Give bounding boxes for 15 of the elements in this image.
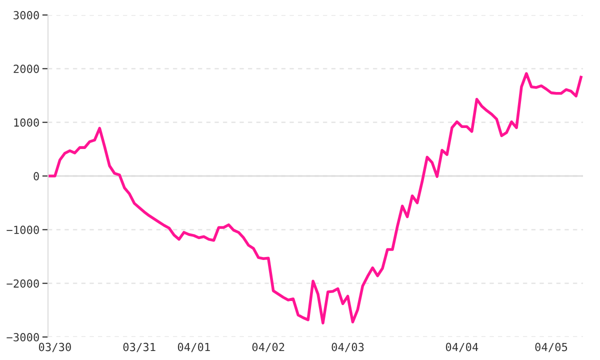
x-tick-label: 03/30 [38,342,71,352]
y-tick-label: −2000 [6,279,39,288]
y-tick-label: 0 [34,172,39,180]
y-tick-label: −1000 [6,226,39,234]
y-tick-label: 1000 [14,118,39,127]
x-tick-label: 04/01 [178,342,210,352]
x-tick-label: 03/31 [123,342,156,352]
y-tick-label: −3000 [6,333,39,342]
y-tick-label: 2000 [14,64,39,74]
x-tick-label: 04/05 [535,342,568,352]
y-tick-label: 3000 [14,11,39,20]
x-tick-label: 04/03 [332,342,364,352]
x-tick-label: 04/02 [252,342,284,352]
x-tick-label: 04/04 [446,342,478,352]
line-series [48,72,582,324]
